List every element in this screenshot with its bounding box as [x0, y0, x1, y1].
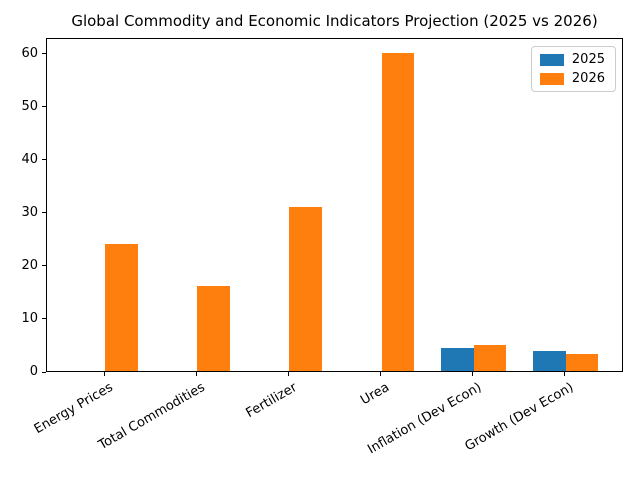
y-tick — [42, 371, 46, 373]
bar-2026-urea — [381, 52, 414, 371]
x-tick — [287, 372, 289, 376]
chart-title: Global Commodity and Economic Indicators… — [71, 12, 598, 30]
bar-2026-inflation-dev-econ- — [473, 345, 506, 371]
y-tick-label: 10 — [21, 310, 38, 326]
x-tick — [195, 372, 197, 376]
y-tick-label: 20 — [21, 257, 38, 273]
legend-label: 2025 — [571, 52, 605, 67]
y-tick — [42, 212, 46, 214]
y-tick-label: 0 — [29, 364, 38, 379]
y-tick — [42, 106, 46, 108]
x-tick-label: Fertilizer — [243, 380, 300, 422]
bar-2026-fertilizer — [289, 206, 322, 371]
x-tick-label: Energy Prices — [32, 380, 116, 438]
y-tick — [42, 53, 46, 55]
plot-area: 2025 2026 — [46, 38, 623, 372]
bar-2026-energy-prices — [105, 243, 138, 371]
y-tick — [42, 265, 46, 267]
legend-entry-2026: 2026 — [539, 71, 605, 86]
y-tick-label: 60 — [21, 45, 38, 61]
legend-swatch-2025 — [539, 53, 564, 66]
bar-2026-growth-dev-econ- — [565, 354, 598, 371]
y-tick — [42, 159, 46, 161]
legend-label: 2026 — [571, 71, 605, 86]
legend: 2025 2026 — [530, 46, 616, 92]
y-tick-label: 30 — [21, 204, 38, 220]
bar-2025-growth-dev-econ- — [533, 350, 566, 371]
x-tick — [103, 372, 105, 376]
x-tick-label: Urea — [358, 380, 393, 409]
y-tick-label: 50 — [21, 98, 38, 114]
x-tick — [380, 372, 381, 376]
y-tick — [42, 318, 46, 320]
legend-swatch-2026 — [539, 72, 564, 85]
bar-2025-inflation-dev-econ- — [441, 348, 474, 371]
legend-entry-2025: 2025 — [539, 52, 605, 67]
bar-2026-total-commodities — [197, 286, 230, 371]
x-tick — [564, 372, 566, 376]
x-tick — [472, 372, 474, 376]
y-tick-label: 40 — [21, 151, 38, 167]
